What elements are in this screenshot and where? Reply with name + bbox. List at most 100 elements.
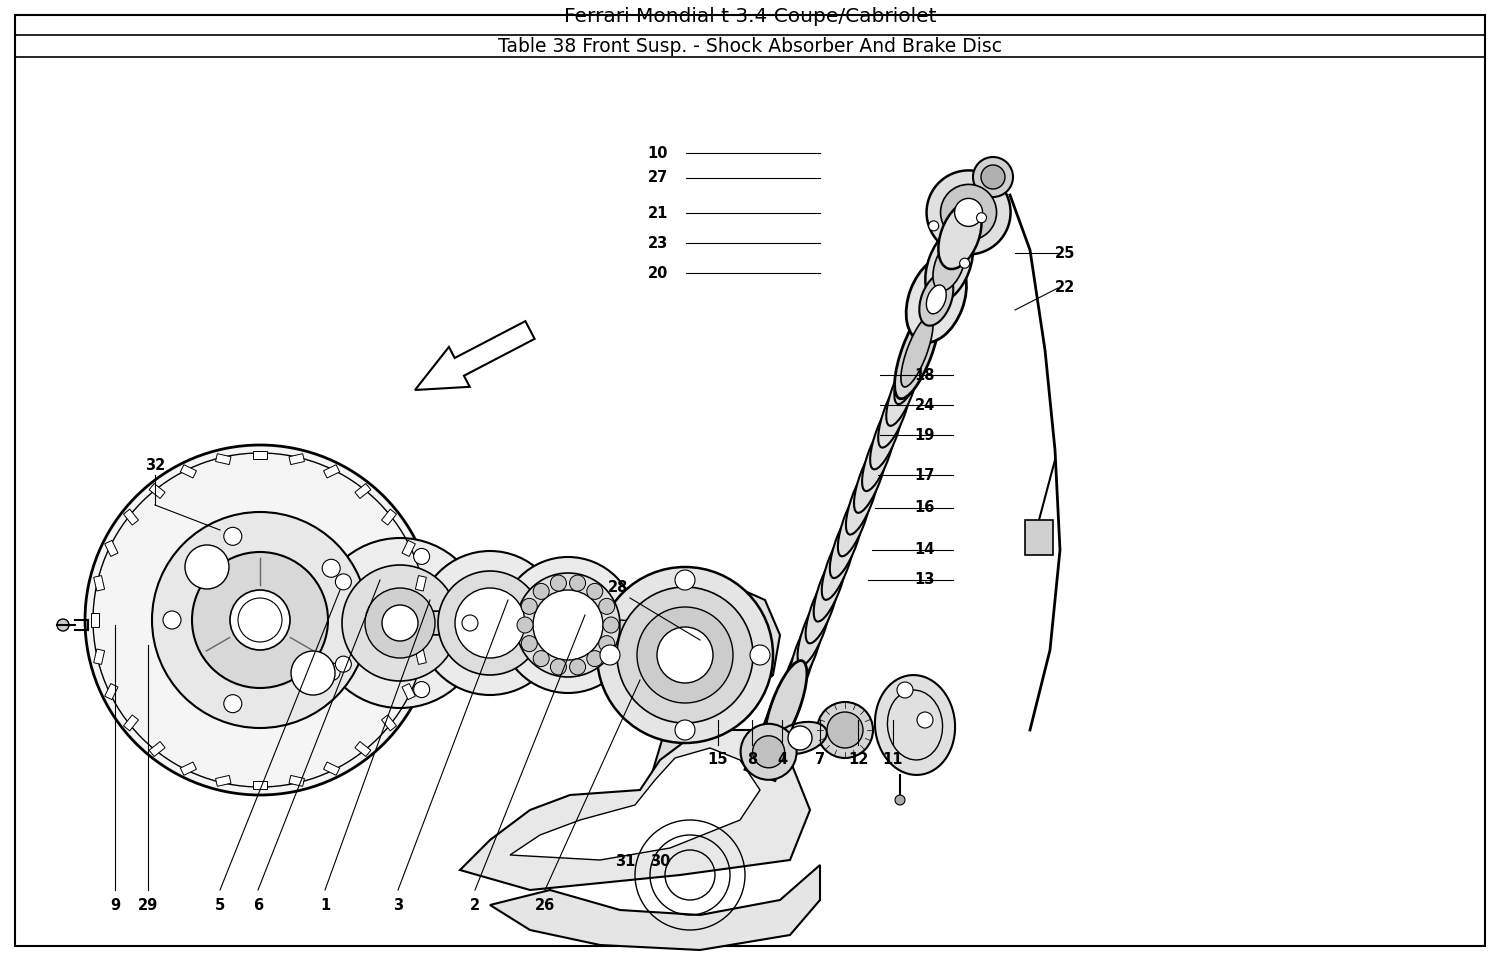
Circle shape <box>454 588 525 658</box>
Circle shape <box>86 445 435 795</box>
Circle shape <box>916 712 933 728</box>
Text: 15: 15 <box>708 752 729 768</box>
Bar <box>254 451 267 459</box>
Circle shape <box>603 617 619 633</box>
Text: 29: 29 <box>138 898 158 913</box>
Circle shape <box>522 599 537 614</box>
Circle shape <box>152 512 368 728</box>
Circle shape <box>532 651 549 667</box>
Circle shape <box>224 528 242 545</box>
Bar <box>93 649 105 664</box>
Circle shape <box>586 651 603 667</box>
Circle shape <box>788 726 812 750</box>
Text: 31: 31 <box>615 854 634 870</box>
Circle shape <box>750 645 770 665</box>
Ellipse shape <box>894 333 927 404</box>
Ellipse shape <box>789 615 822 687</box>
Circle shape <box>291 651 334 695</box>
Text: 18: 18 <box>915 367 934 382</box>
Circle shape <box>518 617 532 633</box>
Circle shape <box>598 599 615 614</box>
Circle shape <box>322 559 340 578</box>
Ellipse shape <box>806 572 838 643</box>
Bar <box>148 483 165 499</box>
Ellipse shape <box>765 660 807 751</box>
Circle shape <box>550 575 567 591</box>
Circle shape <box>462 615 478 631</box>
Ellipse shape <box>839 484 872 556</box>
Text: 19: 19 <box>915 428 934 442</box>
Circle shape <box>638 607 734 703</box>
Circle shape <box>342 565 458 681</box>
Bar <box>254 781 267 789</box>
Text: Table 38 Front Susp. - Shock Absorber And Brake Disc: Table 38 Front Susp. - Shock Absorber An… <box>498 37 1002 56</box>
Text: 26: 26 <box>536 898 555 913</box>
Bar <box>324 465 339 478</box>
Text: 1: 1 <box>320 898 330 913</box>
Ellipse shape <box>933 238 966 291</box>
Circle shape <box>57 619 69 631</box>
Circle shape <box>230 590 290 650</box>
Text: 9: 9 <box>110 898 120 913</box>
Circle shape <box>224 695 242 713</box>
Circle shape <box>675 570 694 590</box>
Bar <box>290 454 304 464</box>
Ellipse shape <box>853 441 886 513</box>
Text: 28: 28 <box>608 580 628 596</box>
Circle shape <box>940 185 996 240</box>
Bar <box>123 509 138 525</box>
Bar <box>416 649 426 664</box>
Ellipse shape <box>874 675 956 775</box>
Polygon shape <box>430 611 530 635</box>
Text: Ferrari Mondial t 3.4 Coupe/Cabriolet: Ferrari Mondial t 3.4 Coupe/Cabriolet <box>564 8 936 27</box>
Circle shape <box>570 575 585 591</box>
Circle shape <box>960 259 969 268</box>
Text: 14: 14 <box>915 543 934 557</box>
Ellipse shape <box>906 257 966 343</box>
Ellipse shape <box>886 355 920 426</box>
Bar <box>216 454 231 464</box>
Text: 32: 32 <box>146 457 165 473</box>
Ellipse shape <box>782 637 814 708</box>
Circle shape <box>570 659 585 675</box>
Text: 23: 23 <box>648 235 668 251</box>
Bar <box>324 762 339 776</box>
Polygon shape <box>460 730 810 890</box>
Circle shape <box>600 645 619 665</box>
Circle shape <box>419 551 562 695</box>
Bar <box>422 613 429 627</box>
Ellipse shape <box>774 658 807 730</box>
Circle shape <box>616 587 753 723</box>
Circle shape <box>928 221 939 231</box>
Circle shape <box>192 552 328 688</box>
Circle shape <box>364 588 435 658</box>
Bar <box>1024 520 1053 555</box>
Text: 20: 20 <box>648 265 668 281</box>
Circle shape <box>438 571 542 675</box>
Text: 8: 8 <box>747 752 758 768</box>
Bar <box>148 742 165 756</box>
Circle shape <box>657 627 712 683</box>
Bar <box>92 613 99 627</box>
Text: 30: 30 <box>650 854 670 870</box>
Text: 2: 2 <box>470 898 480 913</box>
Circle shape <box>336 656 351 672</box>
Circle shape <box>897 682 914 698</box>
Polygon shape <box>490 865 820 950</box>
Circle shape <box>896 795 904 805</box>
Bar <box>356 742 370 756</box>
Ellipse shape <box>878 376 910 448</box>
Ellipse shape <box>927 285 946 314</box>
Ellipse shape <box>822 529 855 600</box>
Circle shape <box>974 157 1012 197</box>
Circle shape <box>976 212 987 223</box>
Circle shape <box>414 681 429 698</box>
Polygon shape <box>615 580 780 735</box>
Text: 24: 24 <box>915 398 934 412</box>
Circle shape <box>741 724 796 779</box>
Text: 5: 5 <box>214 898 225 913</box>
Bar <box>290 776 304 786</box>
Bar <box>356 483 370 499</box>
Circle shape <box>322 663 340 680</box>
Polygon shape <box>650 730 720 795</box>
